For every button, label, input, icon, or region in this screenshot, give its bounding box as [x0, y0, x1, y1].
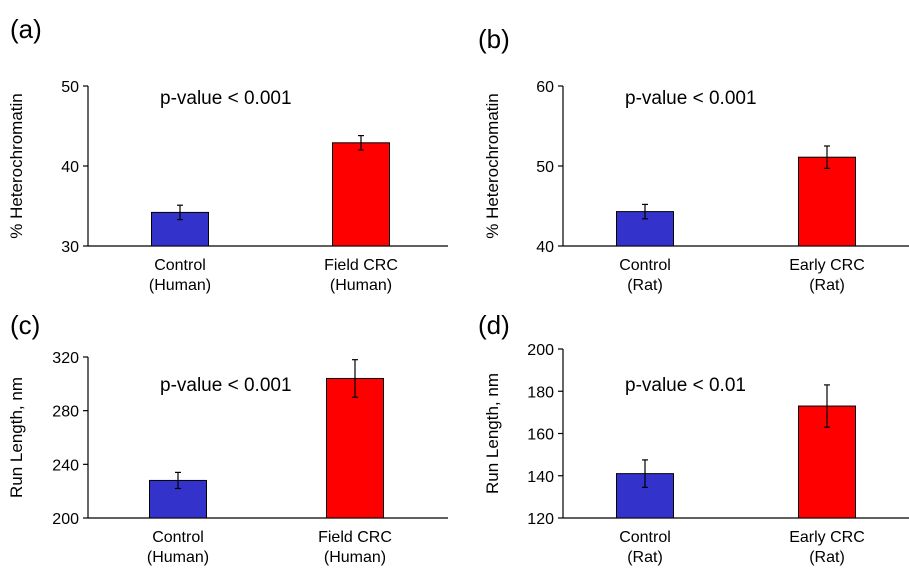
x-category-label: Control: [619, 529, 671, 546]
x-category-label: Early CRC: [789, 529, 865, 546]
x-category-label: Field CRC: [318, 529, 392, 546]
y-tick-label: 50: [536, 159, 554, 176]
x-category-label: (Rat): [809, 549, 845, 566]
x-category-label: Control: [152, 529, 204, 546]
y-tick-label: 140: [527, 469, 554, 486]
bar: [616, 473, 674, 519]
x-category-label: (Human): [147, 549, 209, 566]
y-tick-label: 40: [61, 159, 79, 176]
p-value-annotation: p-value < 0.001: [160, 375, 292, 396]
bar: [798, 156, 856, 247]
x-category-label: (Rat): [627, 277, 663, 294]
y-tick-label: 50: [61, 79, 79, 96]
x-category-label: (Human): [324, 549, 386, 566]
x-category-label: (Rat): [627, 549, 663, 566]
y-tick-label: 30: [61, 239, 79, 256]
chart-panel-4: (d) 120 140 160 180 200 Run Length, nm p-value …: [478, 310, 909, 566]
y-tick-label: 280: [52, 404, 79, 421]
chart-panel-2: (b) 40 50 60 % Heterochromatin p-value < 0.00…: [478, 24, 909, 294]
x-category-label: (Human): [330, 277, 392, 294]
panel-label: (a): [10, 14, 42, 44]
y-tick-label: 40: [536, 239, 554, 256]
x-category-label: (Human): [149, 277, 211, 294]
chart-panel-3: (c) 200 240 280 320 Run Length, nm p-value < 0…: [7, 310, 448, 566]
x-category-label: (Rat): [809, 277, 845, 294]
x-category-label: Field CRC: [324, 257, 398, 274]
y-tick-label: 200: [527, 342, 554, 359]
y-axis-label: Run Length, nm: [483, 373, 502, 494]
x-category-label: Control: [154, 257, 206, 274]
y-tick-label: 200: [52, 511, 79, 528]
bar: [326, 377, 384, 519]
y-tick-label: 60: [536, 79, 554, 96]
y-tick-label: 320: [52, 350, 79, 367]
x-category-label: Early CRC: [789, 257, 865, 274]
p-value-annotation: p-value < 0.01: [625, 375, 746, 396]
bar: [332, 142, 390, 247]
x-category-label: Control: [619, 257, 671, 274]
p-value-annotation: p-value < 0.001: [625, 88, 757, 109]
p-value-annotation: p-value < 0.001: [160, 88, 292, 109]
y-tick-label: 120: [527, 511, 554, 528]
chart-panel-1: (a) 30 40 50 % Heterochromatin p-value < 0.00…: [7, 14, 448, 294]
panel-label: (b): [478, 24, 510, 54]
y-tick-label: 160: [527, 427, 554, 444]
y-axis-label: Run Length, nm: [7, 377, 26, 498]
y-axis-label: % Heterochromatin: [7, 93, 26, 239]
y-tick-label: 180: [527, 384, 554, 401]
y-axis-label: % Heterochromatin: [483, 93, 502, 239]
y-tick-label: 240: [52, 457, 79, 474]
panel-label: (c): [10, 310, 40, 340]
panel-label: (d): [478, 310, 510, 340]
